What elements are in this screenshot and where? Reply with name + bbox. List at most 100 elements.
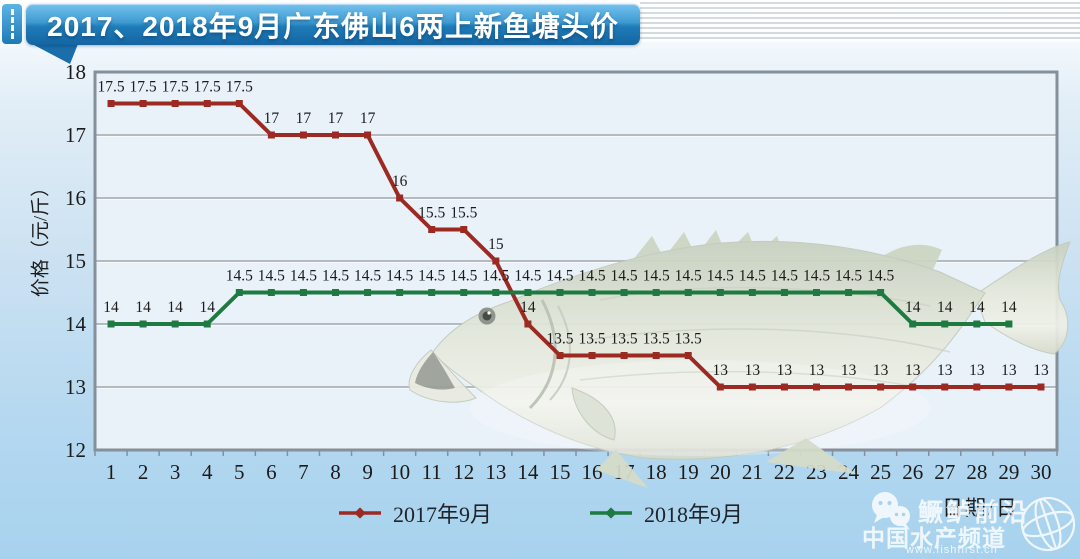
data-marker [652,289,660,296]
watermark: 鳜鲈前沿 中国水产频道 www.fishfirst.cn [862,489,1078,559]
data-label: 14.5 [771,268,798,285]
y-tick-label: 13 [65,375,86,399]
data-marker [332,289,339,296]
data-label: 14.5 [803,268,830,285]
dashed-line-decoration [10,9,14,39]
data-label: 13 [809,362,825,379]
data-label: 14.5 [290,268,317,285]
banner-tail-decoration [32,44,78,64]
y-tick-label: 15 [65,249,86,273]
legend-item-2017: 2017年9月 [337,497,492,529]
legend-marker-2018 [590,507,632,519]
data-marker [235,100,243,107]
data-marker [716,289,724,296]
data-marker [620,352,628,359]
data-marker [588,289,596,296]
data-marker [460,226,468,233]
data-label: 14.5 [386,268,413,285]
data-label: 14.5 [867,268,894,285]
data-label: 13.5 [546,331,573,348]
data-label: 13 [713,362,729,379]
pinstripe-decoration [640,2,1080,42]
x-tick-label: 14 [517,460,539,484]
legend-label-2018: 2018年9月 [644,502,744,527]
data-marker [492,257,500,265]
data-marker [299,131,307,139]
data-marker [973,383,981,391]
data-label: 14.5 [514,268,541,285]
x-tick-label: 9 [362,460,373,484]
x-tick-label: 2 [138,460,149,484]
data-label: 14.5 [418,268,445,285]
data-label: 14.5 [322,268,349,285]
y-tick-label: 12 [65,438,86,462]
x-tick-label: 3 [170,460,181,484]
watermark-url: www.fishfirst.cn [906,544,998,556]
x-tick-label: 13 [485,460,506,484]
data-label: 17 [264,110,280,127]
data-marker [556,289,564,296]
data-label: 17.5 [130,79,157,96]
x-tick-label: 1 [106,460,117,484]
x-tick-label: 30 [1030,460,1051,484]
data-label: 14.5 [675,268,702,285]
x-tick-label: 15 [549,460,570,484]
x-axis-title: 日期/日 [942,496,1019,520]
x-tick-label: 5 [234,460,245,484]
data-marker [973,320,981,328]
x-tick-label: 25 [870,460,891,484]
data-label: 14 [167,299,183,316]
data-label: 13 [745,362,761,379]
x-tick-label: 27 [934,460,955,484]
data-label: 14 [135,299,151,316]
data-label: 14 [103,299,119,316]
watermark-brand: 鳜鲈前沿 [918,499,1031,527]
data-marker [203,320,211,328]
x-tick-label: 19 [678,460,699,484]
data-marker [716,383,724,391]
data-label: 15.5 [450,205,477,222]
data-label: 17 [328,110,344,127]
data-label: 14 [969,299,985,316]
legend-item-2018: 2018年9月 [588,497,743,529]
x-tick-label: 22 [774,460,795,484]
data-marker [524,289,532,296]
data-label: 13 [1001,362,1017,379]
data-marker [364,131,372,139]
data-marker [428,226,436,233]
data-marker [364,289,372,296]
data-marker [1005,383,1013,391]
data-label: 14 [937,299,953,316]
data-label: 17 [360,110,376,127]
data-marker [332,131,339,139]
data-marker [396,194,404,202]
data-label: 14.5 [643,268,670,285]
data-marker [941,383,949,391]
data-marker [588,352,596,359]
data-marker [171,320,179,328]
data-label: 13 [873,362,889,379]
globe-icon [1020,496,1076,552]
x-tick-label: 29 [998,460,1019,484]
data-label: 13 [777,362,793,379]
x-tick-label: 4 [202,460,213,484]
data-marker [203,100,211,107]
data-label: 17.5 [226,79,253,96]
data-label: 14.5 [546,268,573,285]
data-marker [652,352,660,359]
data-marker [748,289,756,296]
data-marker [813,289,820,296]
data-marker [780,289,788,296]
page-title: 2017、2018年9月广东佛山6两上新鱼塘头价 [47,10,619,42]
x-tick-label: 10 [389,460,410,484]
y-tick-label: 14 [65,312,87,336]
data-marker [813,383,820,391]
x-tick-label: 20 [710,460,731,484]
data-marker [877,289,885,296]
data-label: 13.5 [675,331,702,348]
data-label: 15 [488,236,504,253]
data-label: 17.5 [97,79,124,96]
legend-label-2017: 2017年9月 [392,502,492,527]
data-label: 13.5 [643,331,670,348]
watermark-channel: 中国水产频道 [862,525,1006,551]
